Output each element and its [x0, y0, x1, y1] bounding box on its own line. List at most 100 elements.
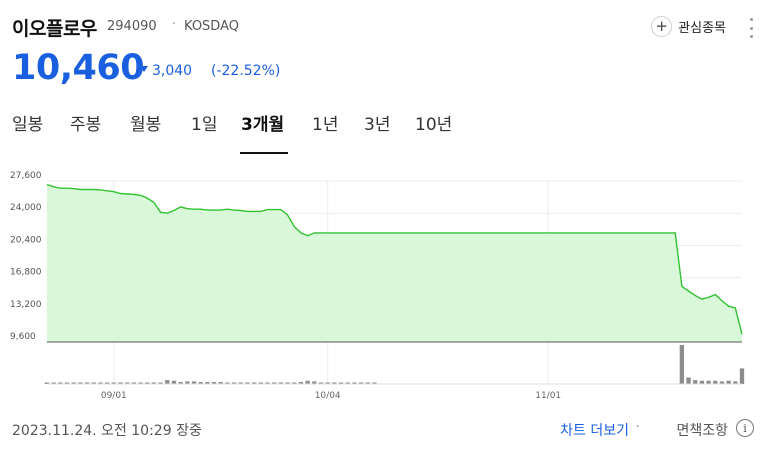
y-tick-label: 9,600: [10, 332, 36, 342]
volume-bar: [171, 380, 177, 384]
volume-bar: [372, 382, 377, 384]
volume-bar: [318, 382, 324, 384]
volume-bar: [245, 382, 250, 384]
volume-bar: [265, 382, 270, 384]
volume-bar: [292, 382, 297, 384]
more-chart-link[interactable]: 차트 더보기: [560, 423, 629, 439]
volume-bar: [118, 382, 123, 384]
volume-bar: [151, 382, 157, 384]
volume-bar: [338, 382, 344, 384]
volume-bar: [358, 382, 364, 384]
y-tick-label: 20,400: [10, 235, 42, 245]
timestamp: 2023.11.24. 오전 10:29 장중: [12, 423, 202, 439]
volume-bar: [145, 382, 150, 384]
price-area: [47, 184, 742, 342]
volume-bar: [252, 382, 257, 384]
volume-bar: [178, 382, 183, 384]
volume-bar: [285, 382, 290, 384]
volume-bar: [138, 382, 143, 384]
volume-bar: [91, 382, 96, 384]
info-icon[interactable]: i: [736, 419, 754, 437]
tab-10year[interactable]: 10년: [415, 115, 453, 135]
chart-footer: 2023.11.24. 오전 10:29 장중 차트 더보기 · 면책조항 i: [12, 418, 754, 440]
volume-bar: [98, 382, 103, 384]
volume-bar: [218, 382, 223, 384]
change-percent: (-22.52%): [211, 63, 281, 79]
volume-bar: [78, 382, 83, 384]
change-value: 3,040: [152, 63, 193, 79]
y-tick-label: 16,800: [10, 268, 42, 278]
volume-bar: [272, 382, 277, 384]
disclaimer-link[interactable]: 면책조항: [676, 423, 728, 439]
x-tick-label: 10/04: [315, 391, 341, 401]
volume-bar: [51, 382, 56, 384]
chart-svg: 27,600 24,000 20,400 16,800 13,200 9,600 09/01…: [10, 171, 745, 401]
tab-3month[interactable]: 3개월: [241, 115, 285, 135]
price-line: [46, 183, 743, 335]
volume-bar: [305, 380, 310, 384]
tab-weekly[interactable]: 주봉: [70, 115, 102, 135]
volume-bar: [686, 377, 691, 384]
volume-bar: [345, 382, 350, 384]
volume-bar: [352, 382, 357, 384]
stock-code: 294090: [107, 19, 157, 34]
volume-bar: [158, 382, 163, 384]
stock-market: KOSDAQ: [184, 19, 239, 34]
volume-bar: [104, 382, 110, 384]
volume-bar: [733, 381, 738, 384]
stock-header: 이오플로우 294090 · KOSDAQ + 관심종목: [12, 14, 754, 44]
volume-bar: [125, 382, 130, 384]
watchlist-label: 관심종목: [678, 21, 726, 36]
tab-1day[interactable]: 1일: [191, 115, 218, 135]
volume-bar: [739, 368, 745, 384]
volume-bar: [185, 381, 190, 384]
volume-bar: [713, 380, 718, 384]
volume-bar: [64, 382, 70, 384]
x-tick-label: 11/01: [535, 391, 561, 401]
active-tab-indicator: [240, 152, 288, 154]
volume-bar: [706, 380, 711, 384]
volume-bar: [258, 382, 263, 384]
y-tick-label: 24,000: [10, 203, 42, 213]
more-options-icon[interactable]: [748, 18, 754, 38]
tab-1year[interactable]: 1년: [312, 115, 339, 135]
volume-bar: [111, 382, 116, 384]
add-watchlist-button[interactable]: + 관심종목: [651, 16, 726, 37]
volume-bar: [726, 380, 731, 384]
price-chart[interactable]: 27,600 24,000 20,400 16,800 13,200 9,600 09/01…: [0, 162, 768, 407]
separator-dot: ·: [172, 17, 177, 32]
down-arrow-icon: [140, 66, 148, 72]
y-tick-label: 13,200: [10, 300, 42, 310]
volume-bar: [719, 381, 725, 384]
volume-bar: [365, 382, 370, 384]
volume-bar: [231, 382, 237, 384]
volume-bar: [165, 380, 170, 384]
tab-daily[interactable]: 일봉: [12, 115, 44, 135]
volume-bar: [205, 382, 210, 384]
volume-bar: [198, 382, 203, 384]
volume-bar: [225, 382, 230, 384]
volume-bar: [693, 380, 698, 384]
volume-bar: [58, 382, 63, 384]
volume-bar: [699, 380, 705, 384]
volume-bar: [44, 382, 50, 384]
volume-bar: [211, 382, 217, 384]
tab-3year[interactable]: 3년: [364, 115, 391, 135]
volume-bar: [238, 382, 243, 384]
y-tick-label: 27,600: [10, 171, 42, 181]
x-tick-label: 09/01: [101, 391, 127, 401]
volume-bar: [84, 382, 90, 384]
current-price: 10,460: [12, 48, 145, 88]
volume-bar: [71, 382, 76, 384]
volume-bar: [325, 382, 330, 384]
volume-bar: [131, 382, 137, 384]
volume-bar: [312, 381, 317, 384]
stock-name[interactable]: 이오플로우: [12, 18, 97, 40]
volume-bar: [298, 382, 304, 384]
volume-bar: [191, 381, 197, 384]
plus-circle-icon: +: [651, 16, 673, 37]
volume-bar: [332, 382, 337, 384]
tab-monthly[interactable]: 월봉: [130, 115, 162, 135]
volume-bar: [679, 345, 685, 384]
volume-bar: [278, 382, 284, 384]
